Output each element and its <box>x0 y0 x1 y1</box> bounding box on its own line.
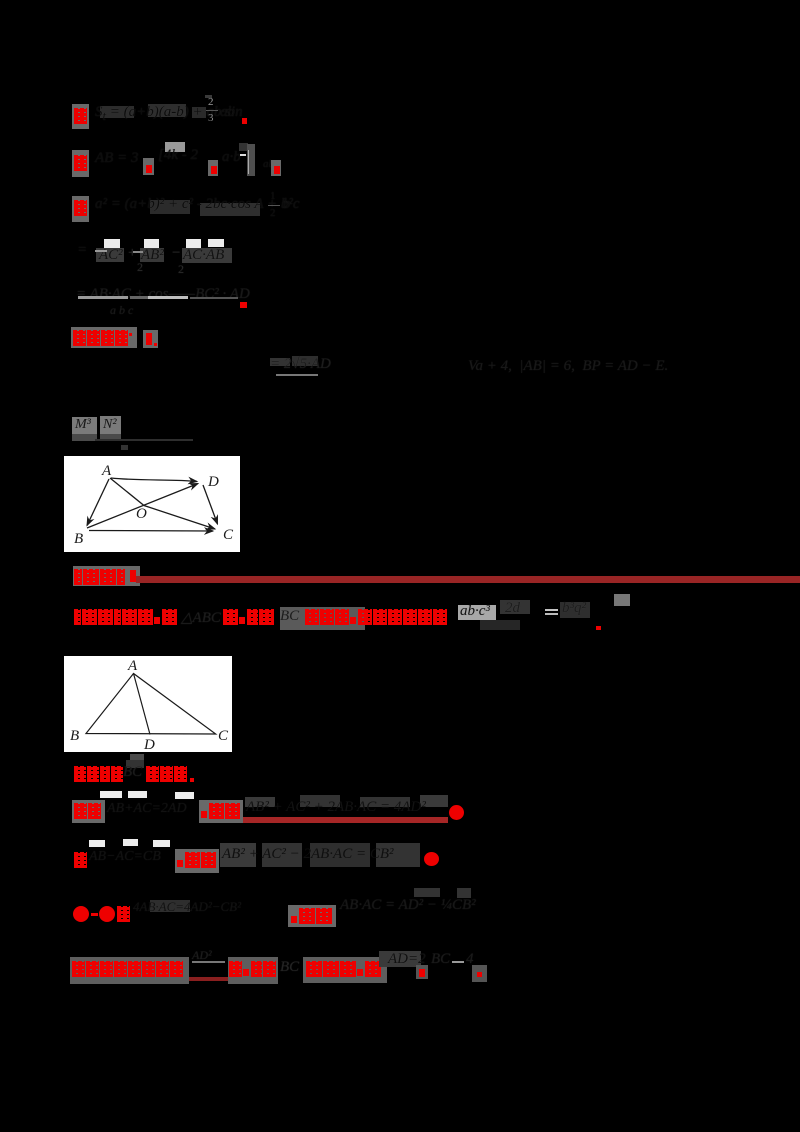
svg-text:B: B <box>74 531 83 547</box>
svg-text:D: D <box>143 737 155 752</box>
svg-text:C: C <box>223 527 234 543</box>
svg-text:B: B <box>70 728 79 744</box>
svg-text:O: O <box>136 506 147 522</box>
svg-text:D: D <box>207 474 219 490</box>
svg-text:C: C <box>218 728 229 744</box>
svg-text:A: A <box>127 658 138 674</box>
svg-text:A: A <box>101 463 112 479</box>
